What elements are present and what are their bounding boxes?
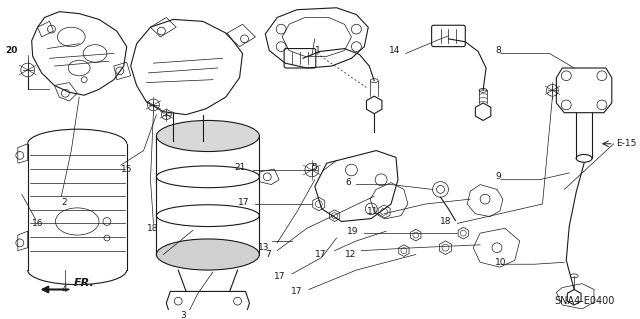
Text: 15: 15 (121, 166, 132, 174)
Text: 19: 19 (347, 227, 358, 236)
Text: 7: 7 (266, 250, 271, 259)
Text: 3: 3 (180, 311, 186, 319)
Text: 14: 14 (388, 46, 400, 55)
Text: 21: 21 (234, 163, 246, 172)
Text: 6: 6 (346, 178, 351, 187)
Text: 17: 17 (274, 272, 285, 281)
Text: 16: 16 (31, 219, 43, 228)
Text: 9: 9 (495, 172, 500, 181)
Text: 18: 18 (147, 224, 158, 233)
Text: 17: 17 (291, 287, 303, 296)
Ellipse shape (156, 121, 259, 152)
Text: 8: 8 (495, 46, 500, 55)
Text: 12: 12 (345, 250, 356, 259)
Text: 11: 11 (367, 207, 378, 216)
Text: 13: 13 (258, 243, 269, 252)
Text: E-15: E-15 (616, 139, 636, 148)
Text: 2: 2 (61, 197, 67, 207)
Text: 17: 17 (315, 250, 326, 259)
Text: FR.: FR. (74, 278, 95, 287)
Text: SNA4-E0400: SNA4-E0400 (554, 296, 614, 306)
Text: 5: 5 (311, 163, 317, 172)
Text: 10: 10 (495, 258, 506, 267)
Text: 20: 20 (6, 46, 18, 55)
Text: 4: 4 (61, 285, 67, 294)
Text: 1: 1 (315, 46, 321, 55)
Text: 18: 18 (440, 217, 451, 226)
Ellipse shape (156, 239, 259, 270)
Text: 17: 17 (238, 197, 250, 207)
